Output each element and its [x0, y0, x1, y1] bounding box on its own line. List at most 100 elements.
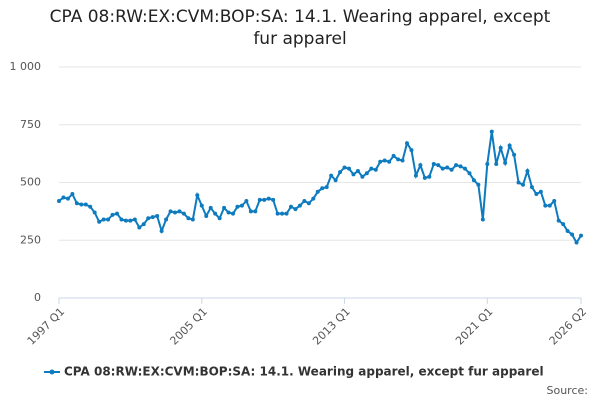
data-point: [204, 213, 209, 218]
data-point: [159, 229, 164, 234]
data-point: [329, 173, 334, 178]
data-point: [471, 178, 476, 183]
data-point: [70, 192, 75, 197]
data-point: [480, 217, 485, 222]
data-point: [74, 201, 79, 206]
data-point: [199, 203, 204, 208]
data-point: [65, 196, 70, 201]
data-point: [324, 185, 329, 190]
data-point: [146, 216, 151, 221]
data-point: [458, 164, 463, 169]
y-tick-label: 250: [20, 233, 41, 246]
data-point: [123, 218, 128, 223]
data-point: [445, 165, 450, 170]
data-point: [164, 217, 169, 222]
data-point: [489, 129, 494, 134]
data-point: [400, 158, 405, 163]
data-point: [360, 174, 365, 179]
data-point: [173, 210, 177, 215]
data-point: [110, 212, 115, 217]
data-point: [418, 163, 423, 168]
y-tick-label: 0: [34, 291, 41, 304]
data-point: [364, 171, 369, 176]
data-point: [83, 202, 88, 207]
source: Source:: [547, 384, 589, 397]
data-point: [150, 215, 155, 220]
data-point: [119, 217, 124, 222]
data-point: [190, 217, 195, 222]
data-point: [373, 167, 378, 172]
data-point: [387, 159, 392, 164]
data-point: [347, 166, 351, 171]
data-point: [538, 189, 543, 194]
data-point: [333, 178, 338, 183]
data-point: [266, 196, 271, 201]
data-point: [235, 204, 240, 209]
data-line: [58, 131, 582, 245]
data-point: [543, 203, 548, 208]
data-point: [507, 143, 512, 148]
data-point: [351, 172, 356, 177]
data-point: [208, 205, 213, 210]
data-point: [155, 213, 160, 218]
data-point: [222, 205, 227, 210]
data-point: [248, 209, 253, 214]
data-point: [342, 165, 347, 170]
data-point: [106, 217, 111, 222]
data-point: [467, 171, 472, 176]
data-point: [440, 166, 445, 171]
data-point: [213, 211, 218, 216]
data-point: [115, 211, 119, 216]
data-point: [494, 162, 499, 167]
data-point: [574, 240, 579, 245]
data-point: [516, 180, 521, 185]
data-point: [409, 148, 414, 153]
data-point: [498, 145, 503, 150]
data-point: [217, 216, 222, 221]
data-point: [186, 216, 191, 221]
data-point: [195, 193, 200, 198]
data-point: [88, 204, 93, 209]
data-point: [355, 168, 360, 173]
data-point: [503, 160, 508, 165]
data-point: [512, 152, 517, 157]
data-point: [239, 203, 244, 208]
y-tick-label: 1 000: [10, 60, 42, 73]
data-point: [570, 232, 575, 237]
data-point: [454, 163, 459, 168]
data-point: [293, 207, 298, 212]
data-point: [311, 196, 316, 201]
data-point: [431, 162, 436, 167]
data-point: [61, 195, 66, 200]
data-point: [284, 211, 289, 216]
y-tick-label: 750: [20, 118, 41, 131]
data-point: [315, 189, 320, 194]
data-point: [405, 141, 409, 146]
data-point: [476, 182, 481, 187]
data-point: [485, 162, 490, 167]
data-point: [177, 209, 182, 214]
data-point: [275, 211, 280, 216]
data-point: [253, 209, 258, 214]
data-point: [525, 168, 530, 173]
data-point: [79, 202, 84, 207]
data-point: [382, 158, 387, 163]
data-point: [92, 210, 97, 215]
data-point: [257, 197, 262, 202]
data-point: [271, 197, 276, 202]
x-tick-label: 2013 Q1: [310, 305, 353, 348]
legend-marker: [49, 369, 55, 375]
data-point: [101, 217, 106, 222]
data-point: [534, 192, 539, 197]
data-point: [168, 209, 173, 214]
data-point: [521, 182, 525, 187]
data-point: [302, 198, 307, 203]
data-point: [244, 198, 249, 203]
data-point: [561, 222, 566, 227]
data-point: [181, 211, 186, 216]
data-point: [391, 153, 396, 158]
data-point: [579, 233, 583, 238]
x-tick-label: 2005 Q1: [167, 305, 210, 348]
